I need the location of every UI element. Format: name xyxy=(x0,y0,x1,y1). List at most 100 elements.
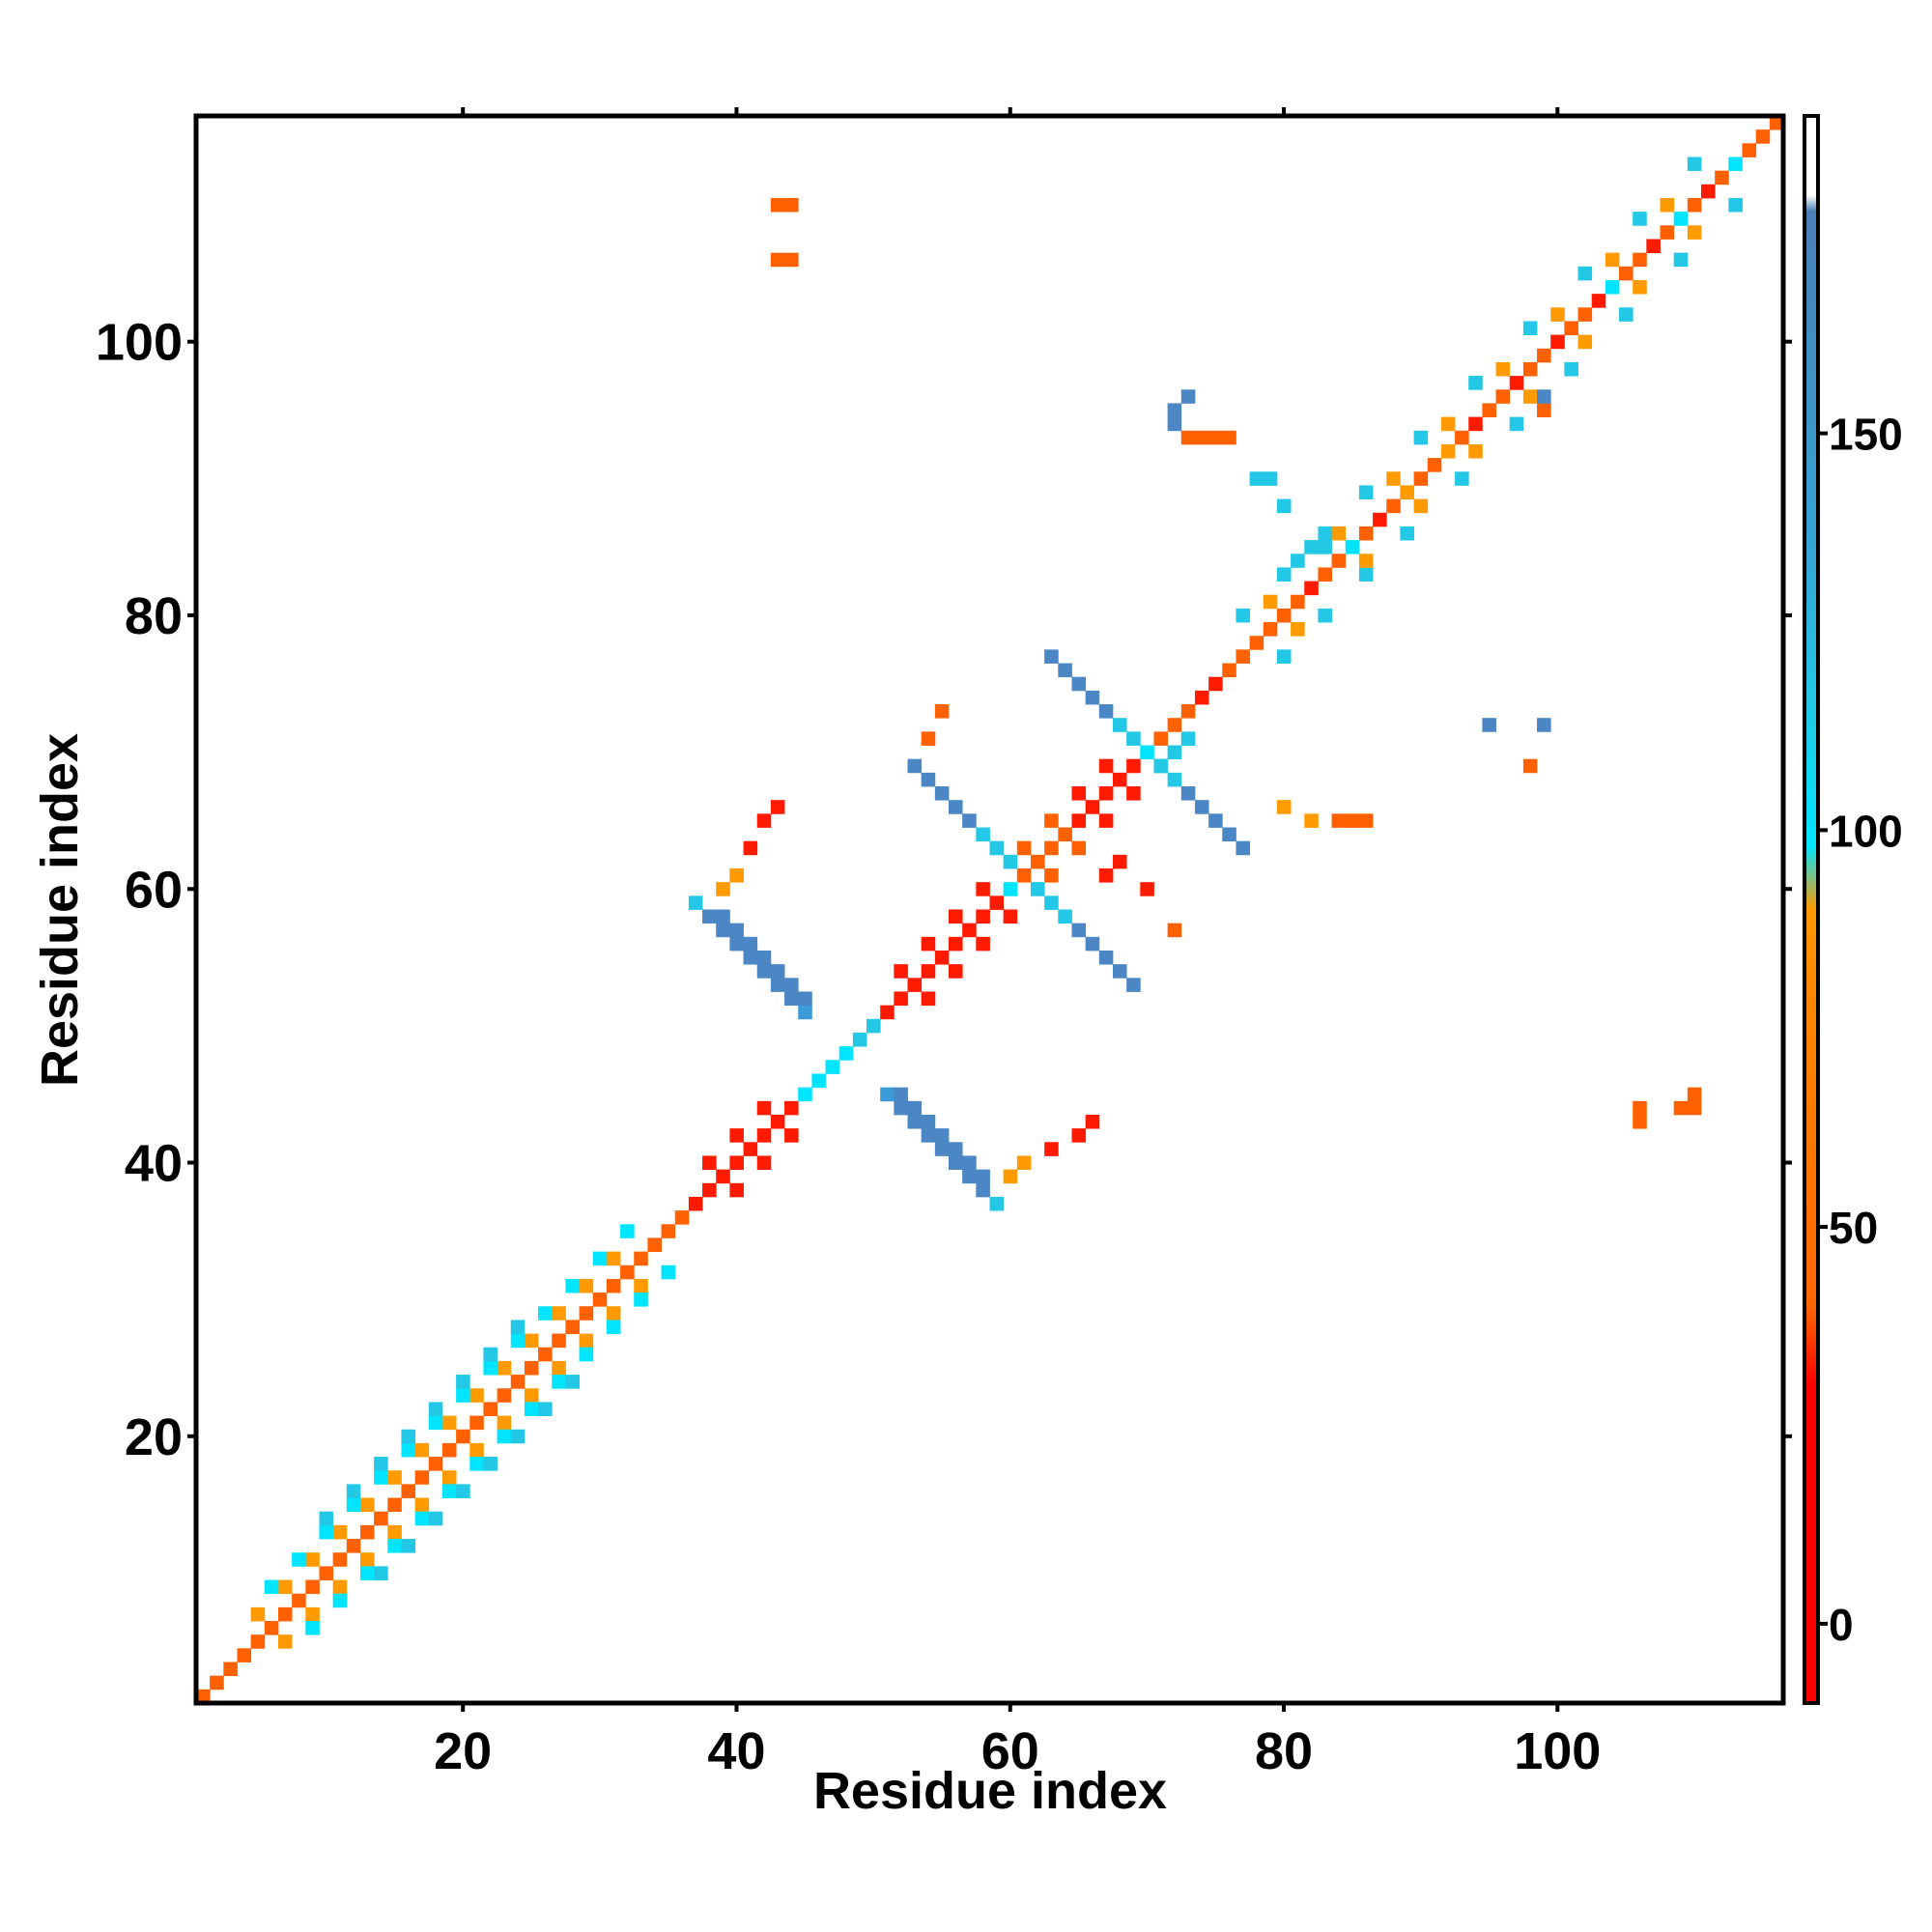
heatmap-cell xyxy=(469,1457,484,1471)
heatmap-cell xyxy=(483,1347,497,1362)
heatmap-cell xyxy=(1605,252,1620,268)
heatmap-cell xyxy=(1468,443,1483,459)
heatmap-cell xyxy=(949,800,963,814)
heatmap-cell xyxy=(949,1142,963,1156)
heatmap-cell xyxy=(880,1005,895,1020)
heatmap-cell xyxy=(1044,1142,1059,1156)
heatmap-cell xyxy=(346,1484,361,1498)
heatmap-cell xyxy=(1003,854,1018,869)
heatmap-cell xyxy=(332,1552,348,1567)
heatmap-cell xyxy=(1167,923,1182,938)
heatmap-cell xyxy=(1126,758,1141,774)
heatmap-cell xyxy=(756,813,772,828)
heatmap-cell xyxy=(688,895,703,910)
heatmap-cell xyxy=(359,1497,375,1513)
heatmap-cell xyxy=(1318,540,1332,554)
heatmap-cell xyxy=(1085,936,1100,952)
heatmap-cell xyxy=(1276,567,1292,582)
heatmap-cell xyxy=(387,1470,402,1485)
heatmap-cell xyxy=(784,197,799,213)
heatmap-cell xyxy=(1044,868,1059,883)
heatmap-cell xyxy=(1180,430,1196,445)
heatmap-cell xyxy=(510,1429,526,1444)
heatmap-cell xyxy=(756,1128,772,1143)
y-tick-label: 80 xyxy=(125,587,183,645)
heatmap-cell xyxy=(921,1128,936,1143)
heatmap-cell xyxy=(634,1251,648,1266)
heatmap-cell xyxy=(292,1593,306,1608)
heatmap-cell xyxy=(1687,1087,1702,1102)
heatmap-cell xyxy=(332,1524,348,1540)
heatmap-cell xyxy=(867,1018,881,1034)
heatmap-cell xyxy=(428,1415,443,1431)
heatmap-cell xyxy=(1126,786,1141,801)
heatmap-cell xyxy=(441,1470,457,1485)
heatmap-cell xyxy=(210,1675,224,1690)
heatmap-cell xyxy=(1098,704,1114,719)
heatmap-cell xyxy=(1180,786,1196,801)
heatmap-cell xyxy=(894,991,908,1007)
heatmap-cell xyxy=(1646,239,1661,254)
heatmap-cell xyxy=(1222,663,1236,678)
heatmap-cell xyxy=(1537,718,1551,732)
heatmap-cell xyxy=(1112,718,1127,732)
plot-frame xyxy=(193,113,1786,1706)
heatmap-cell xyxy=(1180,389,1196,404)
heatmap-cell xyxy=(196,1689,211,1704)
heatmap-cell xyxy=(1291,594,1305,610)
heatmap-cell xyxy=(1331,526,1347,541)
heatmap-cell xyxy=(949,964,963,979)
heatmap-cell xyxy=(880,1087,895,1102)
heatmap-cell xyxy=(729,923,744,938)
heatmap-cell xyxy=(1208,676,1223,692)
heatmap-cell xyxy=(565,1278,580,1293)
heatmap-cell xyxy=(1413,471,1429,486)
heatmap-cell xyxy=(428,1511,443,1526)
y-tick-label: 40 xyxy=(125,1135,183,1193)
heatmap-cell xyxy=(579,1333,594,1349)
heatmap-cell xyxy=(1522,321,1538,336)
heatmap-cell xyxy=(538,1402,553,1416)
heatmap-cell xyxy=(1331,554,1347,568)
heatmap-cell xyxy=(620,1264,635,1280)
heatmap-cell xyxy=(1112,772,1127,787)
heatmap-cell xyxy=(949,936,963,952)
heatmap-cell xyxy=(592,1293,608,1307)
heatmap-cell xyxy=(387,1539,402,1553)
heatmap-cell xyxy=(976,936,990,952)
heatmap-cell xyxy=(1098,868,1114,883)
heatmap-cell xyxy=(743,950,758,965)
colorbar-frame xyxy=(1803,114,1820,1705)
heatmap-cell xyxy=(1304,540,1319,554)
heatmap-cell xyxy=(1687,156,1702,172)
heatmap-cell xyxy=(989,1196,1005,1211)
heatmap-cell xyxy=(292,1552,306,1567)
heatmap-cell xyxy=(1112,964,1127,979)
heatmap-cell xyxy=(962,1155,977,1171)
heatmap-cell xyxy=(729,1182,744,1198)
heatmap-cell xyxy=(1304,813,1319,828)
heatmap-cell xyxy=(346,1497,361,1513)
heatmap-cell xyxy=(441,1442,457,1458)
heatmap-cell xyxy=(1208,813,1223,828)
heatmap-cell xyxy=(606,1306,621,1321)
heatmap-cell xyxy=(441,1484,457,1498)
heatmap-cell xyxy=(497,1388,512,1403)
heatmap-cell xyxy=(1522,758,1538,774)
heatmap-cell xyxy=(1140,882,1154,896)
heatmap-cell xyxy=(989,895,1005,910)
heatmap-cell xyxy=(962,923,977,938)
heatmap-cell xyxy=(1413,430,1429,445)
heatmap-cell xyxy=(1413,498,1429,514)
heatmap-cell xyxy=(1167,745,1182,760)
heatmap-cell xyxy=(1701,184,1716,199)
heatmap-cell xyxy=(798,1087,812,1102)
heatmap-cell xyxy=(1180,731,1196,746)
heatmap-cell xyxy=(606,1251,621,1266)
heatmap-cell xyxy=(387,1524,402,1540)
heatmap-cell xyxy=(1577,266,1593,281)
heatmap-cell xyxy=(1071,813,1087,828)
heatmap-cell xyxy=(1044,840,1059,856)
heatmap-cell xyxy=(934,786,950,801)
heatmap-cell xyxy=(1249,471,1264,486)
